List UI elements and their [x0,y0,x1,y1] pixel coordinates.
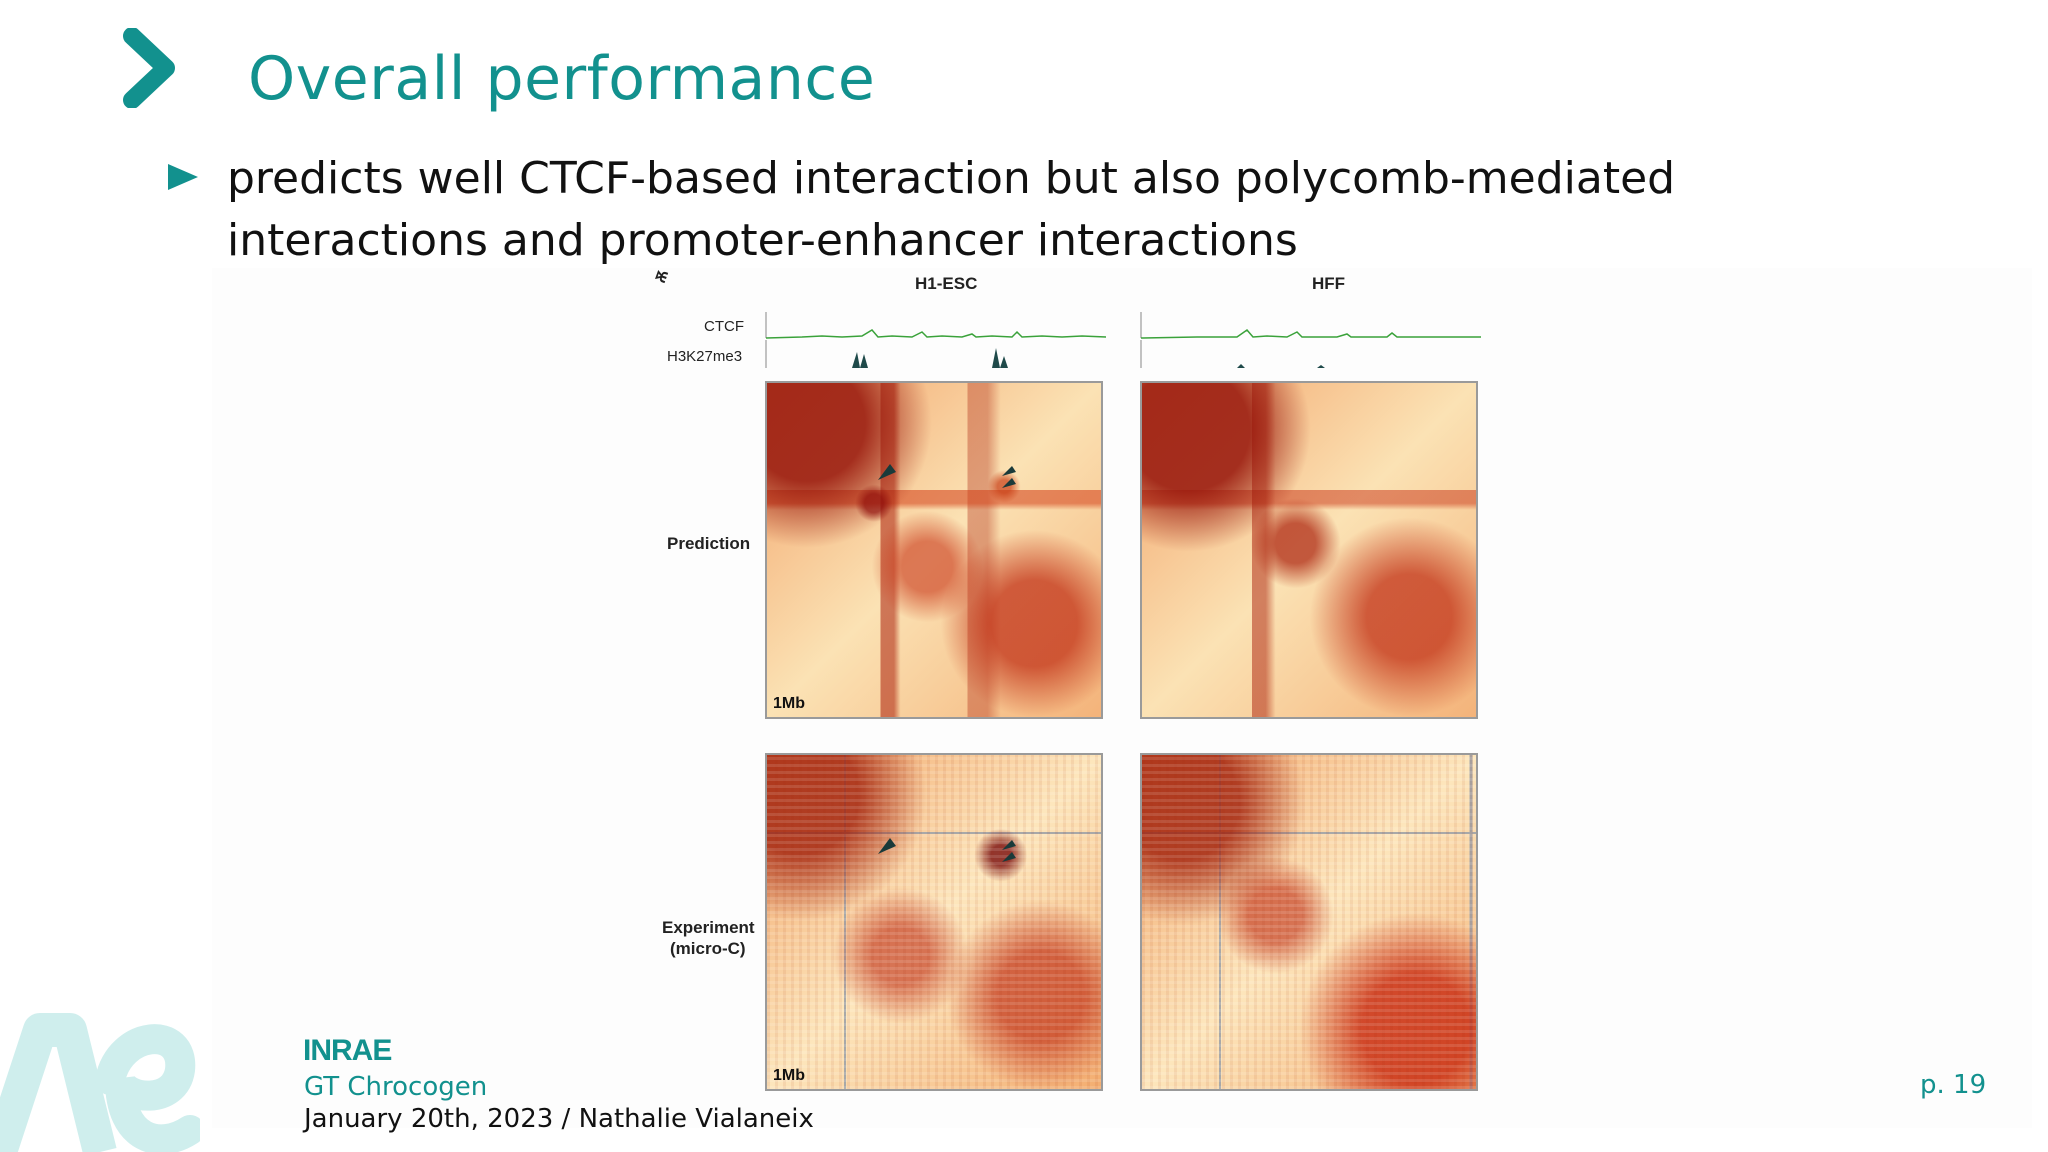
scale-bar-label: 1Mb [773,1067,805,1084]
page-number: p. 19 [1920,1070,1987,1100]
inrae-logo: INRAE [303,1034,392,1067]
row-label-prediction: Prediction [667,534,751,553]
arrowhead-marker-icon [878,464,896,480]
arrowhead-marker-icon [1002,466,1016,488]
ctcf-track-h1esc [765,312,1107,339]
row-label-micro-c: (micro-C) [670,939,746,958]
h3k27me3-track-hff [1140,340,1481,368]
footer-date-author: January 20th, 2023 / Nathalie Vialaneix [304,1104,814,1134]
track-label-h3k27me3: H3K27me3 [667,348,743,365]
bullet-text: predicts well CTCF-based interaction but… [227,153,1676,266]
section-chevron-icon [123,28,175,108]
h3k27me3-track-h1esc [765,340,1106,368]
heatmap-prediction-h1esc: 1Mb [765,381,1103,719]
arrowhead-marker-icon [1002,840,1016,862]
ctcf-track-hff [1140,312,1481,339]
slide-title: Overall performance [248,44,876,114]
heatmap-prediction-hff [1140,381,1478,719]
figure-corner-mark: Ѫ [652,267,673,286]
scale-bar-label: 1Mb [773,695,805,712]
heatmap-experiment-h1esc: 1Mb [765,753,1103,1091]
heatmap-experiment-hff [1140,753,1478,1091]
bullet-triangle-icon [168,164,198,190]
arrowhead-marker-icon [878,838,896,854]
hic-figure: Ѫ H1-ESC HFF CTCF H3K27me3 Prediction Ex… [212,268,2032,1128]
inrae-watermark-icon [0,1013,200,1152]
track-label-ctcf: CTCF [704,318,744,335]
column-label-h1esc: H1-ESC [915,274,978,293]
column-label-hff: HFF [1312,274,1346,293]
row-label-experiment: Experiment [662,918,755,937]
footer-event: GT Chrocogen [304,1072,488,1102]
